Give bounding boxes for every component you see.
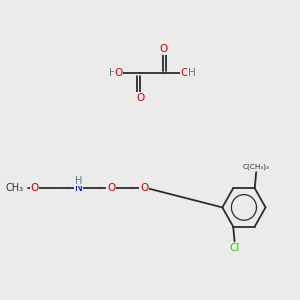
Text: H: H — [109, 68, 117, 78]
Text: H: H — [188, 68, 195, 78]
Text: N: N — [74, 183, 82, 193]
Text: O: O — [136, 93, 144, 103]
Text: O: O — [31, 183, 39, 193]
Text: C(CH₃)₃: C(CH₃)₃ — [243, 163, 270, 170]
Text: H: H — [75, 176, 82, 186]
Text: O: O — [115, 68, 123, 78]
Text: O: O — [107, 183, 115, 193]
Text: Cl: Cl — [230, 243, 240, 253]
Text: O: O — [181, 68, 189, 78]
Text: CH₃: CH₃ — [5, 183, 24, 193]
Text: O: O — [159, 44, 167, 54]
Text: O: O — [140, 183, 148, 193]
